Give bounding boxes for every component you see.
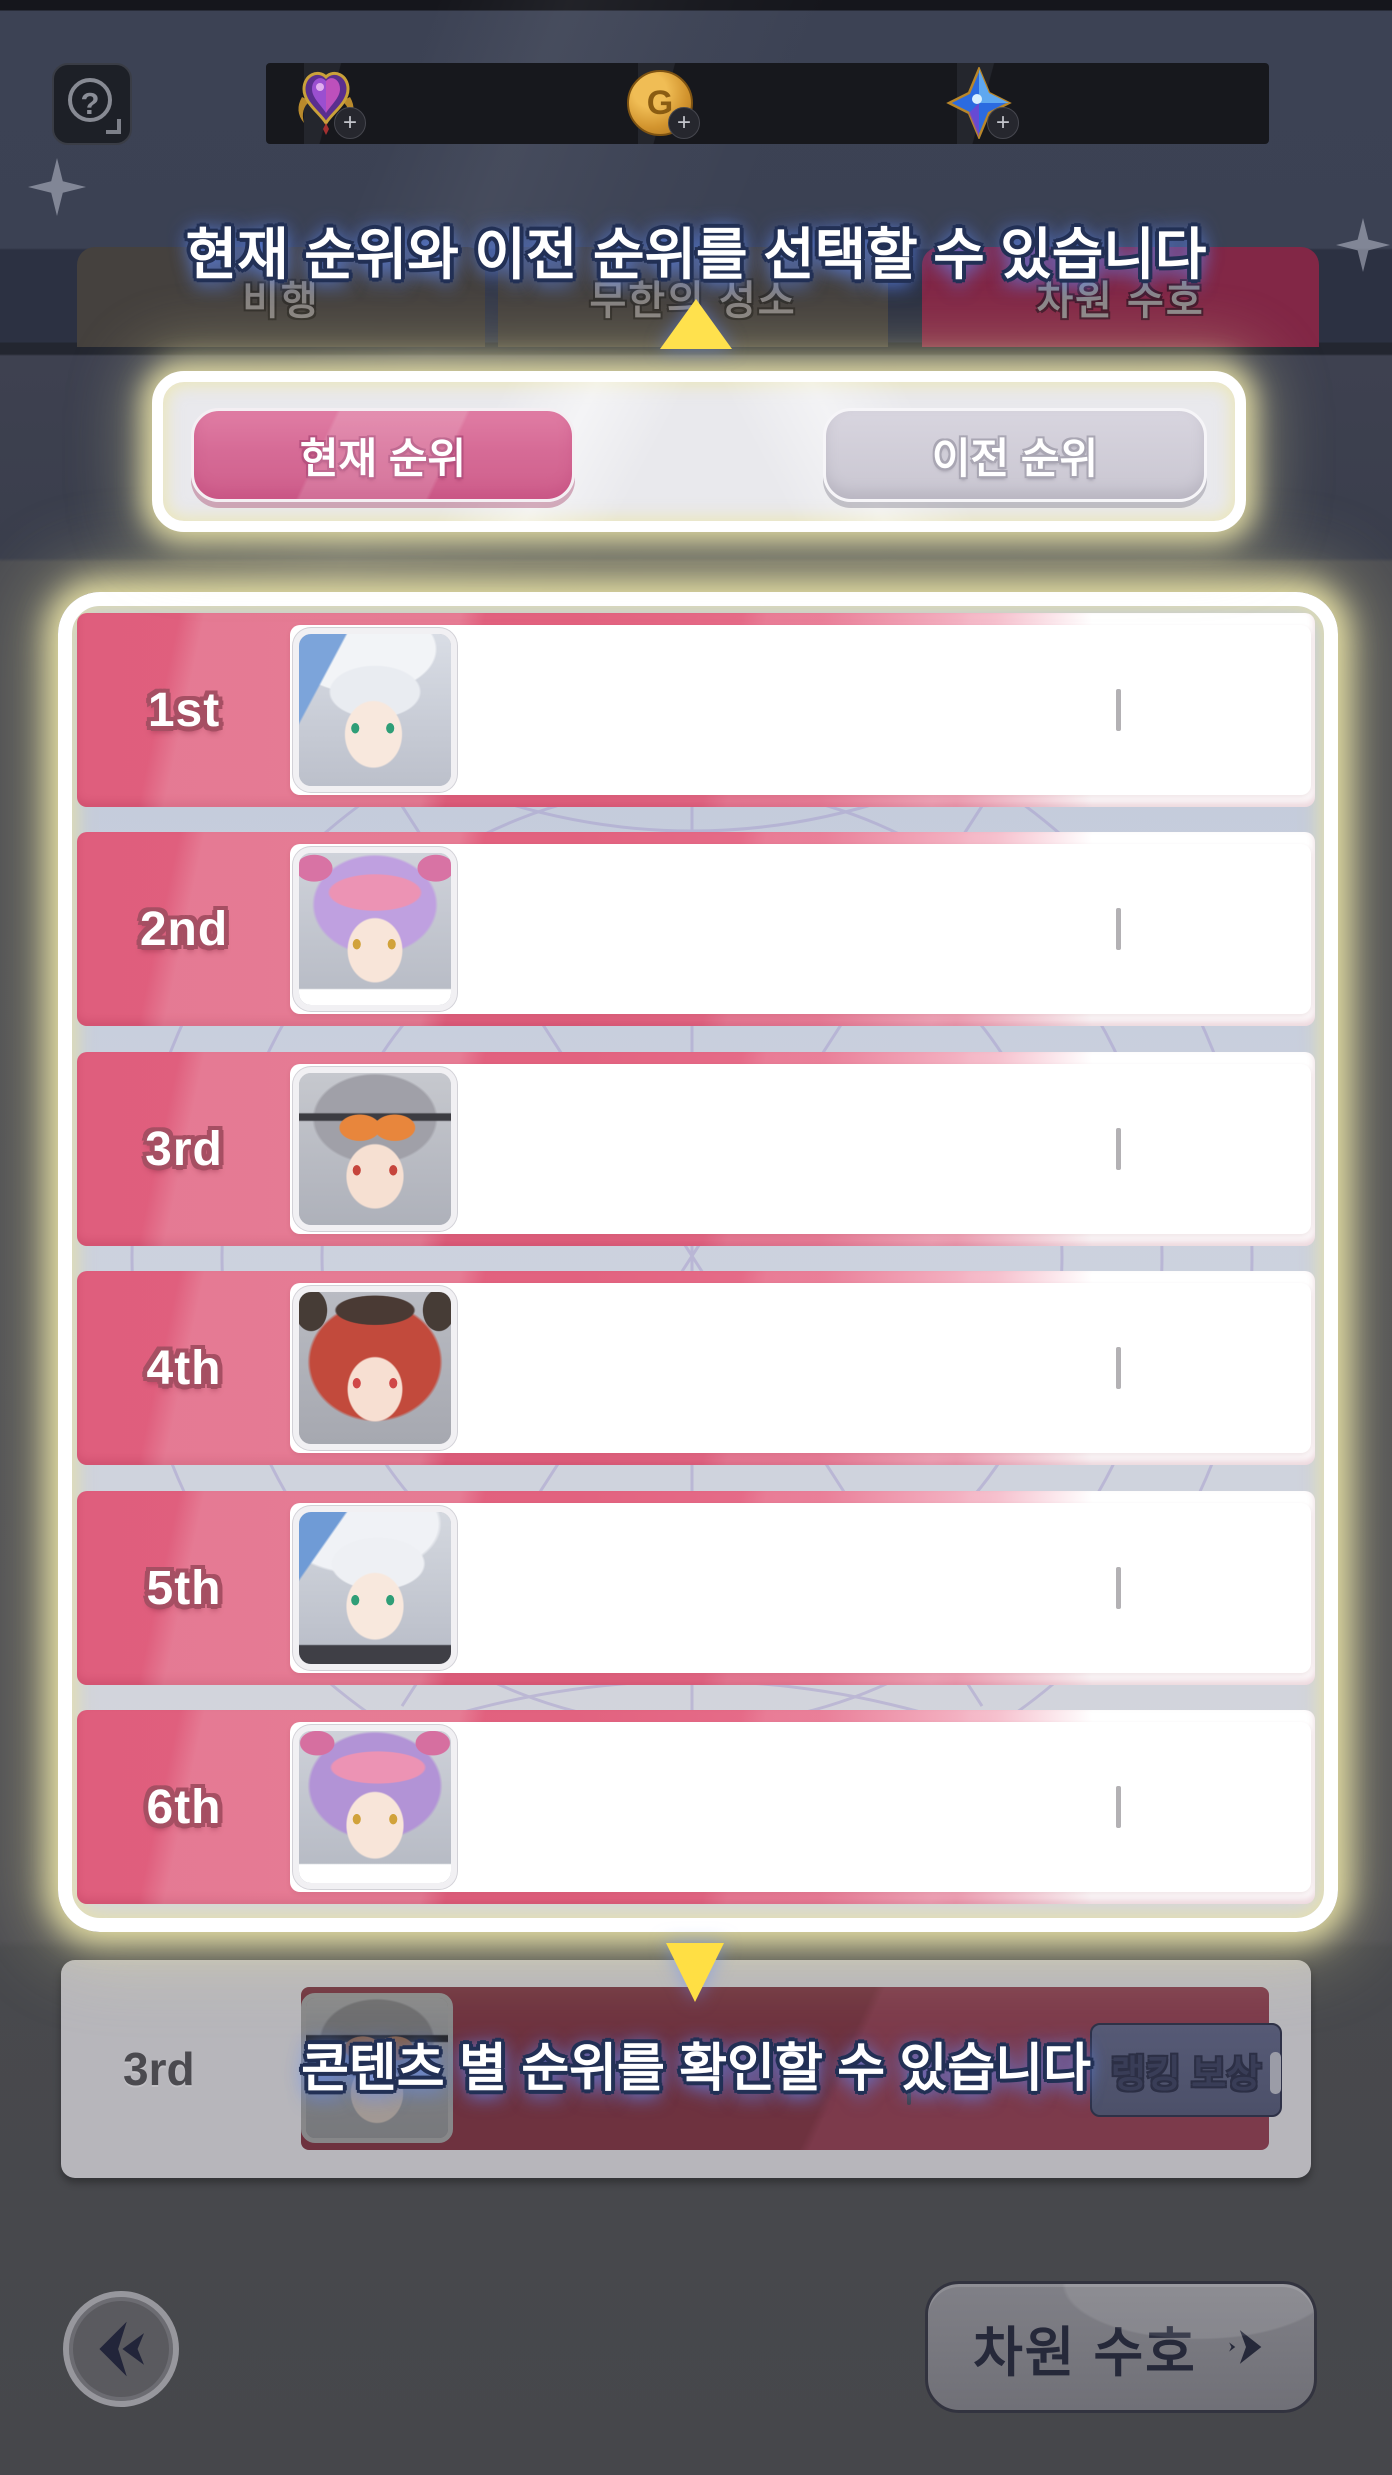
row-divider [1116, 1567, 1121, 1609]
add-gold-button[interactable]: + [668, 107, 700, 139]
rank-row-card [290, 1503, 1311, 1673]
rank-label: 6th [146, 1780, 222, 1834]
avatar-red-haired-horned-girl[interactable] [293, 1286, 457, 1450]
tab-dimension-defense[interactable]: 차원 수호 [922, 247, 1319, 347]
rank-row-card [290, 1064, 1311, 1234]
avatar-white-haired-witch-hood[interactable] [293, 1506, 457, 1670]
tutorial-text-bottom: 콘텐츠 별 순위를 확인할 수 있습니다 [301, 2040, 1091, 2098]
dimension-defense-button-label: 차원 수호 [973, 2322, 1197, 2383]
currency-slot-emblem[interactable]: + [266, 63, 596, 144]
rank-label: 5th [146, 1561, 222, 1615]
currency-slot-crystal[interactable]: + [919, 63, 1249, 144]
add-crystal-button[interactable]: + [987, 107, 1019, 139]
rank-row-card [290, 625, 1311, 795]
rank-row-4[interactable]: 4th [77, 1271, 1315, 1465]
tutorial-text-top: 현재 순위와 이전 순위를 선택할 수 있습니다 [185, 223, 1207, 286]
avatar-purple-haired-imp[interactable] [293, 847, 457, 1011]
ranking-panel: 1st 2nd 3rd 4th [58, 592, 1338, 1932]
currency-bar: + G + + [266, 63, 1269, 144]
currency-slot-gold[interactable]: G + [600, 63, 930, 144]
content-rank-label: 3rd [123, 2043, 195, 2095]
row-divider [1116, 1128, 1121, 1170]
dimension-defense-button[interactable]: 차원 수호 [925, 2281, 1317, 2413]
question-mark-icon: ? [68, 78, 112, 122]
row-divider [907, 2073, 911, 2105]
rank-row-card [290, 1283, 1311, 1453]
avatar-goggles-girl [301, 1993, 453, 2143]
rank-row-6[interactable]: 6th [77, 1710, 1315, 1904]
back-arrow-icon [99, 2321, 145, 2377]
rank-toggle-group: 현재 순위 이전 순위 [152, 371, 1246, 532]
corner-mark-icon [106, 119, 121, 134]
ranking-reward-button[interactable]: 랭킹 보상 [1090, 2023, 1282, 2117]
rank-label: 1st [147, 683, 221, 737]
row-divider [1116, 908, 1121, 950]
back-button[interactable] [63, 2291, 179, 2407]
rank-label: 2nd [139, 902, 229, 956]
rank-row-card [290, 844, 1311, 1014]
row-divider [1116, 1786, 1121, 1828]
row-divider [1116, 1347, 1121, 1389]
avatar-purple-haired-imp-wings[interactable] [293, 1725, 457, 1889]
blue-crystal-shard-icon [943, 65, 1015, 141]
rank-row-card [290, 1722, 1311, 1892]
forward-arrow-icon [1228, 2330, 1262, 2364]
rank-label: 4th [146, 1341, 222, 1395]
rank-row-2[interactable]: 2nd [77, 832, 1315, 1026]
tab-dimension-defense-label: 차원 수호 [1036, 279, 1205, 323]
current-rank-button[interactable]: 현재 순위 [191, 408, 575, 502]
row-divider [1116, 689, 1121, 731]
avatar-goggles-girl[interactable] [293, 1067, 457, 1231]
avatar-white-haired-witch[interactable] [293, 628, 457, 792]
content-ranking-row[interactable]: 3rd 랭킹 보상 [61, 1960, 1311, 2178]
tutorial-pointer-up-icon [660, 299, 732, 349]
rank-row-5[interactable]: 5th [77, 1491, 1315, 1685]
tutorial-pointer-down-icon [666, 1943, 724, 2002]
rank-row-3[interactable]: 3rd [77, 1052, 1315, 1246]
sparkle-icon [28, 158, 86, 216]
rank-label: 3rd [145, 1122, 223, 1176]
tab-flight-label: 비행 [242, 279, 320, 323]
guild-emblem-gem-icon [290, 67, 362, 139]
help-button[interactable]: ? [52, 63, 132, 145]
previous-rank-button[interactable]: 이전 순위 [823, 408, 1207, 502]
tab-flight[interactable]: 비행 [77, 247, 485, 347]
rank-row-1[interactable]: 1st [77, 613, 1315, 807]
scrollbar-thumb[interactable] [1270, 2052, 1281, 2094]
add-emblem-button[interactable]: + [334, 107, 366, 139]
